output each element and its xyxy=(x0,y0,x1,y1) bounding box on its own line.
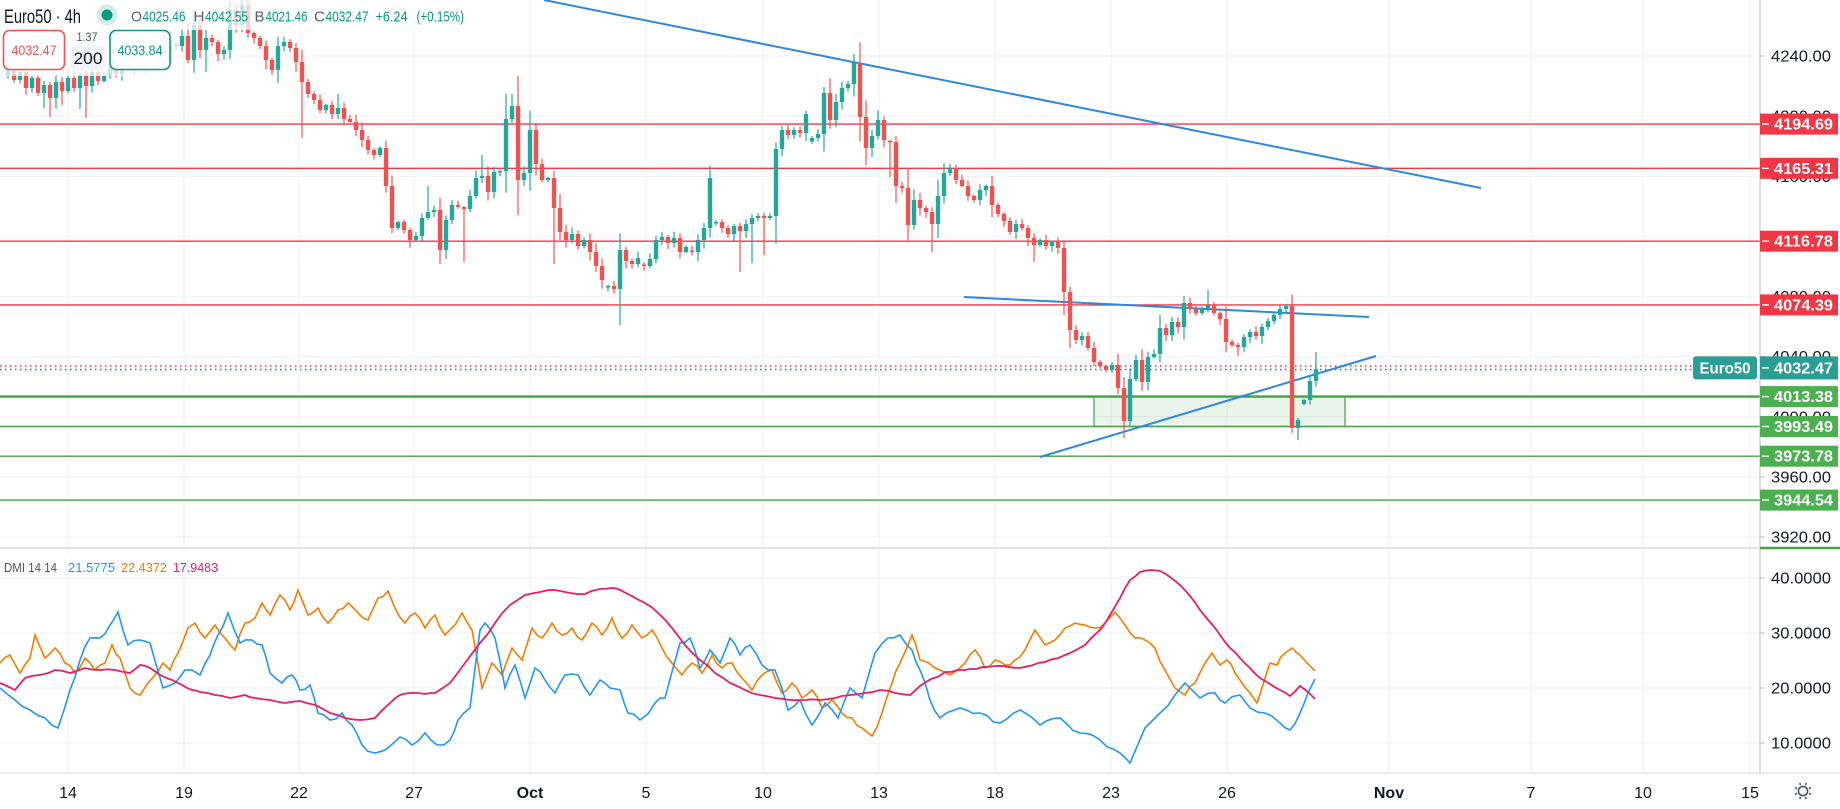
svg-text:4033.84: 4033.84 xyxy=(118,42,163,58)
svg-text:10.0000: 10.0000 xyxy=(1771,736,1831,753)
svg-text:Euro50 · 4h: Euro50 · 4h xyxy=(4,7,81,28)
svg-text:22: 22 xyxy=(290,785,308,802)
svg-text:4025.46: 4025.46 xyxy=(143,9,186,26)
svg-text:3993.49: 3993.49 xyxy=(1774,419,1833,436)
svg-text:Oct: Oct xyxy=(517,785,544,802)
svg-text:3960.00: 3960.00 xyxy=(1771,469,1831,486)
svg-text:26: 26 xyxy=(1218,785,1236,802)
svg-text:B: B xyxy=(255,9,265,26)
svg-text:200: 200 xyxy=(74,49,103,68)
svg-text:23: 23 xyxy=(1102,785,1120,802)
svg-text:4165.31: 4165.31 xyxy=(1774,161,1833,178)
svg-text:13: 13 xyxy=(870,785,888,802)
svg-text:22.4372: 22.4372 xyxy=(121,560,167,575)
svg-text:C: C xyxy=(314,9,325,26)
svg-text:4032.47: 4032.47 xyxy=(12,42,57,58)
svg-text:O: O xyxy=(131,9,142,26)
svg-text:4013.38: 4013.38 xyxy=(1774,389,1833,406)
svg-text:15: 15 xyxy=(1741,785,1759,802)
svg-text:4032.47: 4032.47 xyxy=(326,9,369,26)
svg-text:1.37: 1.37 xyxy=(77,30,98,44)
svg-text:3944.54: 3944.54 xyxy=(1774,493,1833,510)
svg-text:Nov: Nov xyxy=(1374,785,1404,802)
svg-text:H: H xyxy=(194,9,205,26)
svg-text:27: 27 xyxy=(405,785,423,802)
svg-text:3920.00: 3920.00 xyxy=(1771,530,1831,547)
svg-text:20.0000: 20.0000 xyxy=(1771,681,1831,698)
svg-text:4240.00: 4240.00 xyxy=(1771,49,1831,66)
svg-text:4116.78: 4116.78 xyxy=(1774,234,1833,251)
svg-text:18: 18 xyxy=(986,785,1004,802)
svg-text:21.5775: 21.5775 xyxy=(68,560,115,575)
svg-text:+6.24: +6.24 xyxy=(376,9,408,26)
svg-text:17.9483: 17.9483 xyxy=(173,560,218,575)
svg-text:3973.78: 3973.78 xyxy=(1774,449,1833,466)
svg-text:4074.39: 4074.39 xyxy=(1774,297,1833,314)
svg-text:DMI 14 14: DMI 14 14 xyxy=(4,560,57,575)
svg-text:7: 7 xyxy=(1527,785,1536,802)
svg-text:4042.55: 4042.55 xyxy=(205,9,248,26)
svg-text:(+0.15%): (+0.15%) xyxy=(417,9,465,26)
svg-text:19: 19 xyxy=(175,785,193,802)
svg-text:5: 5 xyxy=(642,785,651,802)
svg-text:10: 10 xyxy=(1634,785,1652,802)
svg-text:4194.69: 4194.69 xyxy=(1774,117,1833,134)
svg-text:40.0000: 40.0000 xyxy=(1771,571,1831,588)
svg-text:10: 10 xyxy=(754,785,772,802)
svg-text:4032.47: 4032.47 xyxy=(1774,360,1833,377)
svg-text:30.0000: 30.0000 xyxy=(1771,626,1831,643)
svg-text:Euro50: Euro50 xyxy=(1700,360,1751,377)
svg-text:4021.46: 4021.46 xyxy=(266,9,308,26)
svg-text:14: 14 xyxy=(59,785,77,802)
